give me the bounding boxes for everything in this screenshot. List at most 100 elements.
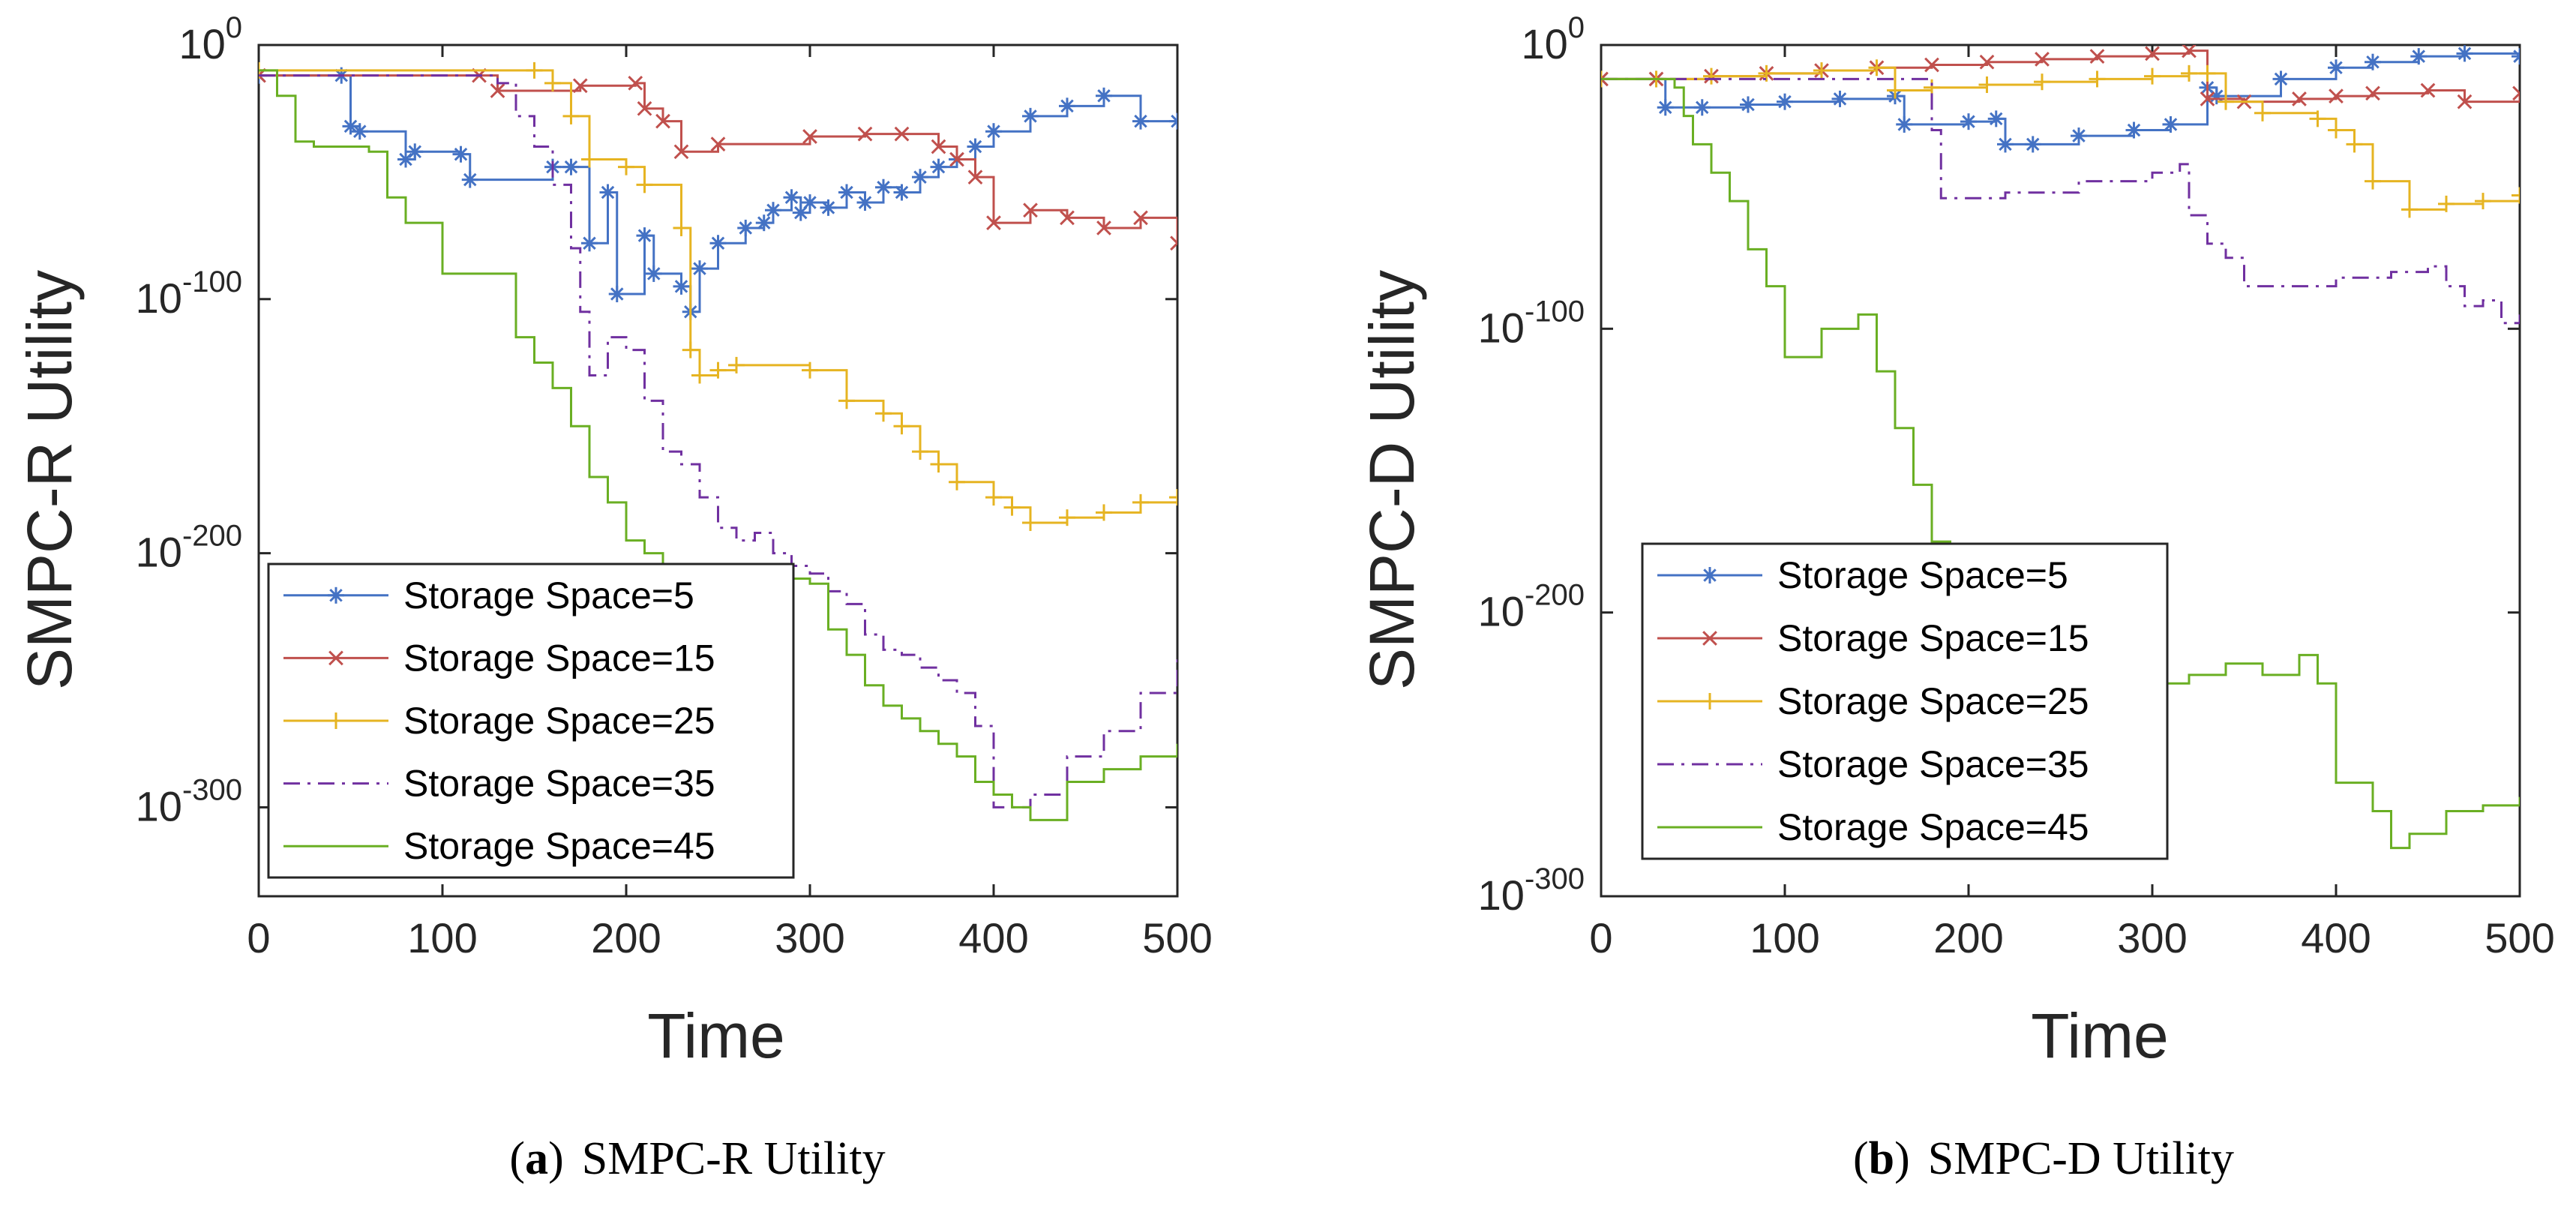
panel-a: SMPC-R Utility Time 0 100 200 300 400 500 100 1…	[14, 11, 1213, 1184]
legend-entry: Storage Space=45	[283, 825, 715, 867]
x-tick-label: 100	[407, 914, 477, 962]
data-point-marker	[2182, 45, 2197, 58]
data-point-marker	[636, 176, 653, 194]
data-point-marker	[637, 100, 652, 116]
data-point-marker	[2512, 86, 2520, 101]
legend-entry: Storage Space=5	[1657, 554, 2068, 596]
legend-entry: Storage Space=25	[1657, 680, 2089, 722]
data-point-marker	[912, 443, 928, 460]
legend-marker	[1702, 693, 1718, 710]
series-line	[1601, 66, 2520, 211]
legend-entry: Storage Space=35	[1657, 743, 2089, 785]
data-point-marker	[875, 405, 892, 422]
data-point-marker	[1096, 220, 1111, 236]
caption-paren-open: (	[1853, 1133, 1869, 1184]
data-point-marker	[2089, 49, 2105, 64]
data-point-marker	[655, 113, 670, 129]
caption-paren-open: (	[509, 1133, 525, 1184]
x-axis-label-a: Time	[647, 1000, 785, 1071]
data-point-marker	[1777, 93, 1793, 110]
data-point-marker	[2328, 59, 2344, 76]
data-point-marker	[783, 189, 800, 206]
data-point-marker	[599, 184, 616, 201]
series-line	[259, 69, 1177, 524]
x-tick-label: 400	[958, 914, 1028, 962]
data-point-marker	[792, 204, 809, 221]
legend-label: Storage Space=25	[1777, 680, 2089, 722]
data-point-marker	[2401, 201, 2418, 218]
data-point-marker	[2512, 48, 2520, 65]
y-axis-label-b: SMPC-D Utility	[1357, 270, 1427, 690]
legend-entry: Storage Space=25	[283, 700, 715, 742]
data-point-marker	[2218, 93, 2234, 110]
data-point-marker	[710, 136, 726, 152]
data-point-marker	[1096, 504, 1112, 521]
series-line	[259, 74, 1177, 314]
caption-a: (a) SMPC-R Utility	[509, 1133, 885, 1184]
legend-a: Storage Space=5 Storage Space=15 Storage S…	[267, 562, 795, 879]
data-point-marker	[526, 62, 543, 79]
data-point-marker	[2365, 53, 2381, 70]
series-line	[259, 74, 1177, 808]
series-3	[1601, 59, 2520, 218]
y-tick-label: 10-300	[136, 773, 242, 830]
data-point-marker	[985, 489, 1002, 506]
data-point-marker	[618, 158, 634, 176]
x-tick-label: 500	[1142, 914, 1212, 962]
data-point-marker	[562, 107, 580, 124]
series-4	[259, 74, 1177, 808]
caption-b: (b) SMPC-D Utility	[1853, 1133, 2234, 1184]
data-point-marker	[1997, 136, 2014, 153]
data-point-marker	[737, 219, 754, 236]
data-point-marker	[636, 227, 653, 244]
data-point-marker	[728, 356, 745, 374]
x-axis-label-b: Time	[2031, 1000, 2169, 1071]
data-point-marker	[608, 286, 625, 303]
x-tick-label: 500	[2485, 914, 2554, 962]
data-point-marker	[2125, 122, 2143, 139]
data-point-marker	[2329, 88, 2344, 104]
legend-label: Storage Space=35	[1777, 743, 2089, 785]
axes-frame	[1600, 44, 2521, 898]
x-tick-label: 0	[1589, 914, 1612, 962]
data-point-marker	[2024, 136, 2041, 153]
x-tick-label: 300	[775, 914, 844, 962]
data-point-marker	[673, 219, 690, 236]
legend-entry: Storage Space=5	[283, 574, 694, 616]
x-tick-label: 300	[2117, 914, 2187, 962]
caption-letter-a: a	[525, 1133, 548, 1184]
legend-entry: Storage Space=15	[1657, 617, 2089, 659]
legend-marker	[328, 650, 343, 666]
data-point-marker	[1758, 64, 1775, 82]
data-point-marker	[490, 83, 505, 98]
y-tick-label: 10-200	[136, 520, 242, 576]
panel-b: SMPC-D Utility Time 0 100 200 300 400 500 100 1…	[1357, 11, 2555, 1184]
data-point-marker	[628, 75, 643, 91]
data-point-marker	[967, 170, 983, 185]
data-point-marker	[1887, 82, 1903, 99]
data-point-marker	[930, 158, 947, 176]
series-line	[259, 74, 1177, 244]
data-point-marker	[1132, 112, 1149, 130]
data-point-marker	[2410, 48, 2428, 65]
series-line	[1601, 77, 2520, 325]
caption-text-b: SMPC-D Utility	[1928, 1133, 2234, 1184]
plot-area-a: 0 100 200 300 400 500 100 10-100 10-200 10-300	[136, 11, 1213, 962]
data-point-marker	[2199, 64, 2216, 82]
series-4	[1601, 77, 2520, 325]
data-point-marker	[2346, 136, 2363, 153]
data-point-marker	[1978, 76, 1996, 93]
data-point-marker	[986, 215, 1001, 231]
series-3	[259, 62, 1177, 531]
x-tick-label: 200	[591, 914, 661, 962]
data-point-marker	[2034, 74, 2050, 91]
data-point-marker	[893, 184, 910, 201]
data-point-marker	[351, 123, 368, 140]
data-point-marker	[581, 235, 598, 252]
data-point-marker	[893, 418, 910, 435]
legend-entry: Storage Space=35	[283, 763, 715, 805]
data-point-marker	[1059, 98, 1075, 115]
data-point-marker	[1987, 110, 2005, 128]
data-point-marker	[1096, 87, 1112, 104]
